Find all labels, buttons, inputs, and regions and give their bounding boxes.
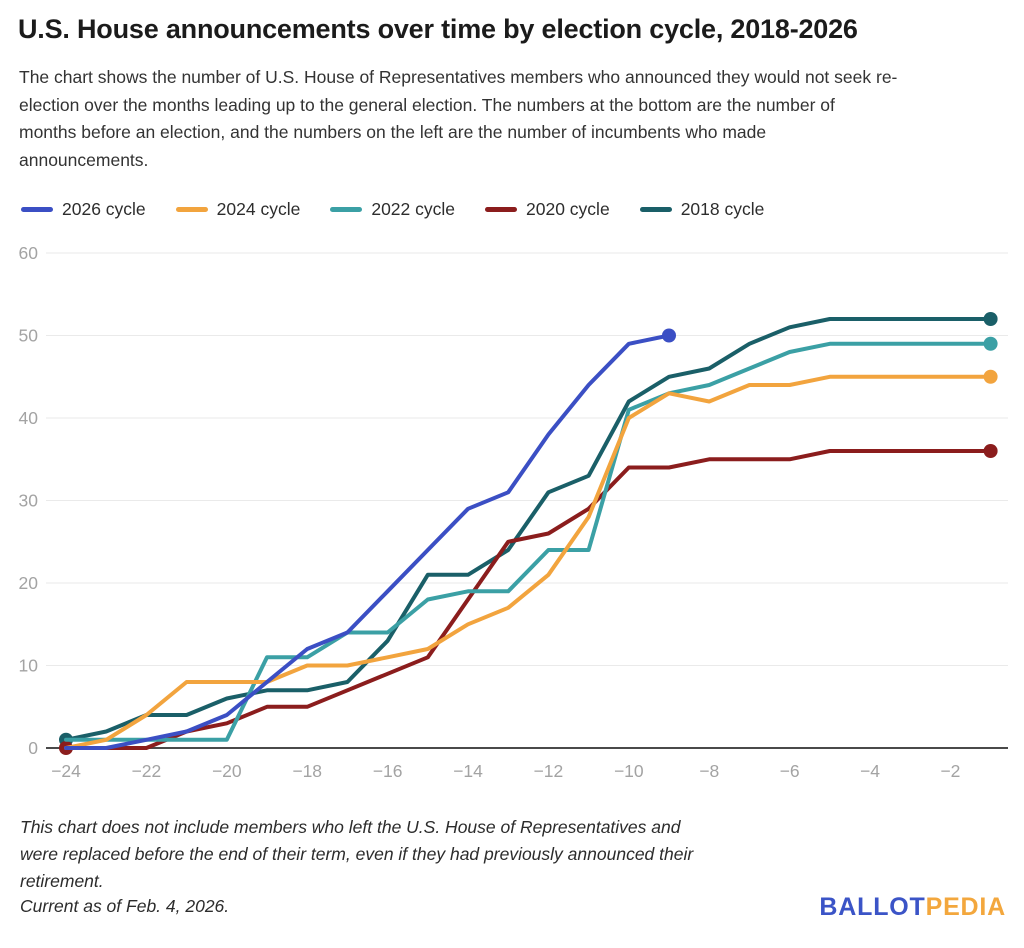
legend-label: 2026 cycle <box>62 199 146 219</box>
x-tick-label--6: −6 <box>780 761 800 781</box>
x-tick-label--22: −22 <box>132 761 162 781</box>
legend-label: 2018 cycle <box>680 199 765 219</box>
x-tick-label--4: −4 <box>860 761 880 781</box>
legend-swatch <box>175 207 208 212</box>
series-end-dot-2020-cycle <box>983 444 998 458</box>
ballotpedia-logo-pedia: PEDIA <box>925 893 1006 921</box>
series-line-2020-cycle <box>64 449 993 750</box>
page-title: U.S. House announcements over time by el… <box>18 14 858 44</box>
x-tick-label--18: −18 <box>292 761 322 781</box>
series-end-dot-2024-cycle <box>983 369 998 384</box>
y-tick-label-40: 40 <box>19 408 39 428</box>
legend-item-2022-cycle: 2022 cycle <box>330 199 455 220</box>
legend: 2026 cycle 2024 cycle 2022 cycle 2020 cycle… <box>21 199 764 220</box>
series-end-dot-2022-cycle <box>983 336 998 351</box>
y-tick-label-0: 0 <box>28 738 38 758</box>
x-tick-label--24: −24 <box>51 761 81 781</box>
y-tick-label-30: 30 <box>19 491 39 511</box>
x-tick-label--14: −14 <box>453 761 483 781</box>
current-as-of-text: Current as of Feb. 4, 2026. <box>20 896 230 916</box>
legend-label: 2020 cycle <box>526 199 610 219</box>
series-line-2018-cycle <box>64 317 993 742</box>
x-tick-label--20: −20 <box>212 761 242 781</box>
chart-description: The chart shows the number of U.S. House… <box>19 64 1019 174</box>
ballotpedia-logo: BALLOTPEDIA <box>819 893 1006 922</box>
chart-footnote: This chart does not include members who … <box>20 814 820 895</box>
x-tick-label--10: −10 <box>614 761 644 781</box>
x-tick-label--2: −2 <box>940 761 960 781</box>
series-line-2022-cycle <box>64 341 993 742</box>
y-tick-label-50: 50 <box>19 326 39 346</box>
chart-description-line: The chart shows the number of U.S. House… <box>19 67 898 87</box>
ballotpedia-logo-ballot: BALLOT <box>819 893 926 921</box>
legend-label: 2022 cycle <box>371 199 456 219</box>
chart-footnote-line: retirement. <box>20 871 104 891</box>
legend-swatch <box>485 207 518 212</box>
series-end-dot-2026-cycle <box>662 328 676 343</box>
y-tick-label-60: 60 <box>19 243 39 263</box>
y-tick-label-10: 10 <box>19 656 39 676</box>
chart-description-line: announcements. <box>19 149 149 170</box>
x-tick-label--12: −12 <box>534 761 564 781</box>
series-line-2026-cycle <box>64 333 671 750</box>
series-end-dot-2018-cycle <box>983 312 998 326</box>
legend-item-2018-cycle: 2018 cycle <box>639 199 765 220</box>
legend-item-2020-cycle: 2020 cycle <box>485 199 610 220</box>
chart-footnote-line: were replaced before the end of their te… <box>20 844 694 864</box>
legend-swatch <box>21 207 53 212</box>
x-tick-label--8: −8 <box>699 761 719 781</box>
legend-item-2024-cycle: 2024 cycle <box>175 199 301 220</box>
chart-footnote-line: This chart does not include members who … <box>20 817 681 837</box>
x-tick-label--16: −16 <box>373 761 403 781</box>
legend-item-2026-cycle: 2026 cycle <box>21 199 146 220</box>
legend-swatch <box>330 207 363 212</box>
chart-description-line: months before an election, and the numbe… <box>19 122 767 142</box>
legend-swatch <box>639 207 672 212</box>
chart-description-line: election over the months leading up to t… <box>19 94 835 115</box>
series-line-2024-cycle <box>64 374 993 750</box>
y-tick-label-20: 20 <box>19 573 39 593</box>
legend-label: 2024 cycle <box>216 199 301 219</box>
